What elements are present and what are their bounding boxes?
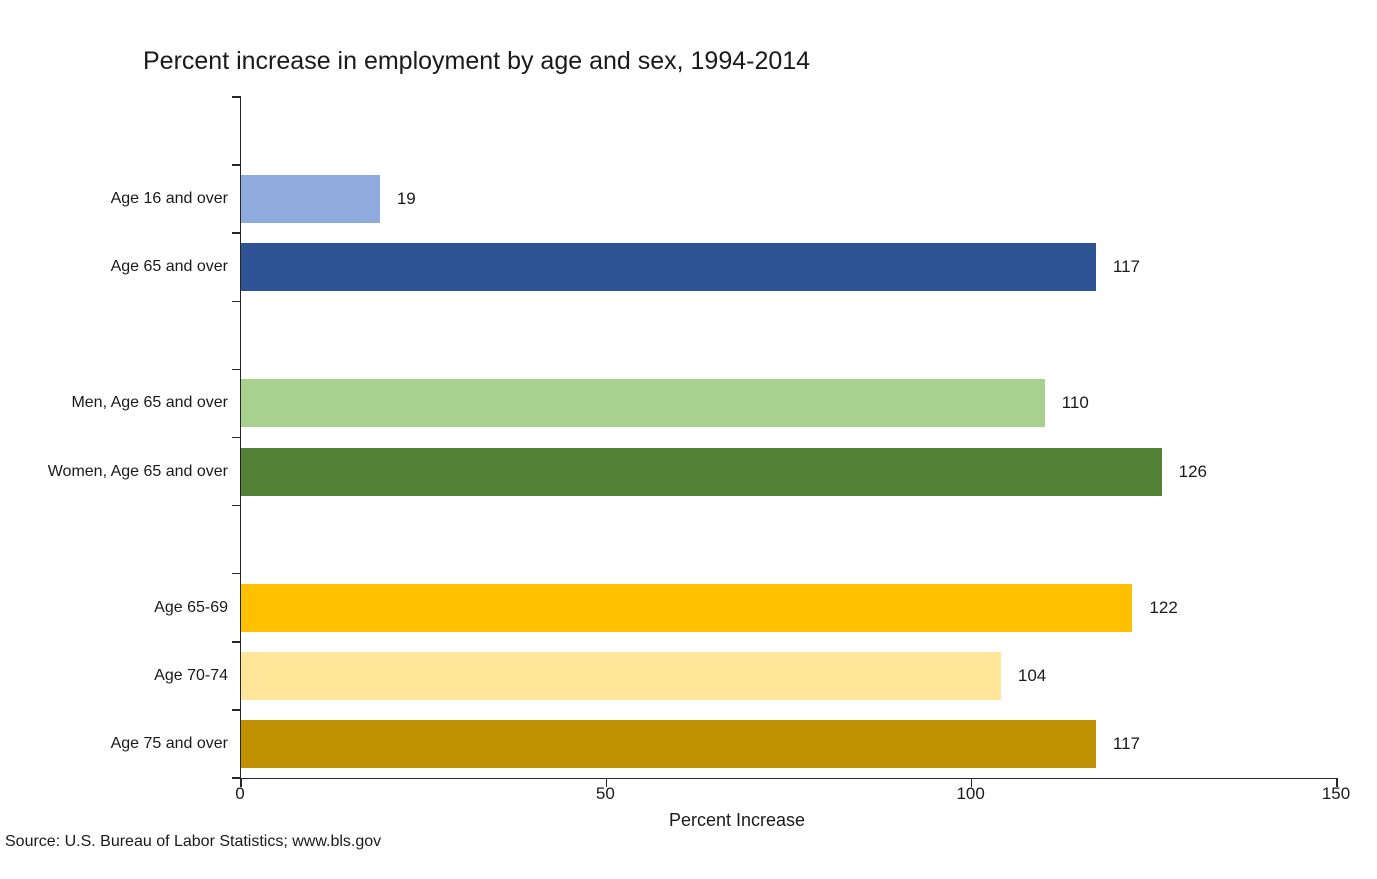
bar	[241, 583, 1133, 632]
y-axis-tick	[232, 164, 241, 166]
category-label: Age 65 and over	[110, 258, 228, 276]
bar	[241, 447, 1162, 496]
x-tick-label: 100	[956, 784, 985, 803]
x-axis-tick	[1336, 778, 1338, 787]
x-tick-label: 150	[1321, 784, 1351, 803]
y-axis-tick	[232, 96, 241, 98]
value-label: 117	[1112, 257, 1140, 277]
x-axis-tick	[240, 778, 242, 787]
category-label: Women, Age 65 and over	[47, 462, 228, 480]
y-axis-tick	[232, 300, 241, 303]
category-label: Age 16 and over	[110, 190, 228, 208]
y-axis-tick	[232, 572, 241, 575]
bar	[241, 379, 1045, 428]
category-label: Age 65-69	[154, 598, 228, 616]
bar	[241, 719, 1096, 768]
bar	[241, 243, 1096, 292]
y-axis-tick	[232, 504, 241, 507]
source-note: Source: U.S. Bureau of Labor Statistics;…	[5, 833, 382, 850]
x-tick-label: 0	[235, 784, 245, 803]
x-axis-tick	[970, 778, 973, 787]
bar	[241, 175, 380, 224]
y-axis-tick	[232, 641, 241, 643]
value-label: 19	[396, 189, 416, 209]
category-label: Age 70-74	[154, 666, 228, 684]
x-axis-title: Percent Increase	[668, 810, 806, 830]
y-axis-tick	[232, 368, 241, 371]
y-axis-tick	[232, 777, 241, 779]
value-label: 122	[1149, 597, 1178, 617]
y-axis-tick	[232, 709, 241, 711]
value-label: 126	[1178, 461, 1207, 481]
chart-title: Percent increase in employment by age an…	[143, 47, 811, 75]
value-label: 117	[1112, 733, 1140, 753]
y-axis-tick	[232, 232, 241, 234]
y-axis-tick	[232, 436, 241, 439]
category-label: Age 75 and over	[110, 734, 228, 752]
value-label: 110	[1061, 393, 1089, 413]
x-axis-tick	[605, 778, 608, 787]
x-tick-label: 50	[595, 784, 615, 803]
category-label: Men, Age 65 and over	[71, 394, 228, 412]
value-label: 104	[1017, 665, 1047, 685]
plot-area: 19 117 110 126 122 104 117	[232, 96, 1338, 787]
bar	[241, 651, 1001, 700]
